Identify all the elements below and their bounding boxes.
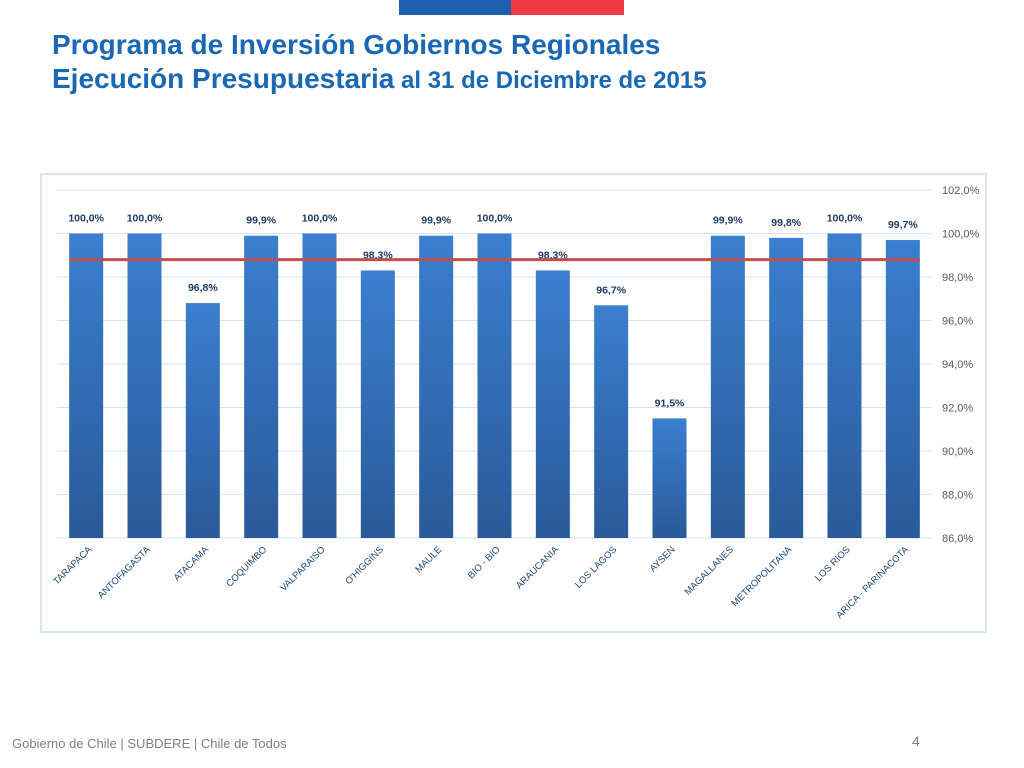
category-label: ANTOFAGASTA [96,544,153,601]
category-label: METROPOLITANA [730,544,795,609]
category-label: VALPARAISO [278,544,327,593]
data-label: 96,7% [596,284,626,296]
chart-frame: 86,0% 88,0% 90,0% 92,0% 94,0% 96,0% 98,0% 100,0… [40,173,987,633]
flag-red-stripe [511,0,624,15]
data-label: 100,0% [302,213,338,225]
bar [885,240,920,538]
category-label: LOS RIOS [813,544,853,584]
bar [419,235,454,539]
bar [185,303,220,538]
y-tick-label: 96,0% [942,316,973,328]
slide-title: Programa de Inversión Gobiernos Regional… [52,28,707,101]
bar [244,235,279,539]
bar [127,233,162,538]
bar-chart: 86,0% 88,0% 90,0% 92,0% 94,0% 96,0% 98,0% 100,0… [51,185,980,621]
y-tick-label: 88,0% [942,490,973,502]
data-label: 99,7% [888,219,918,231]
page-number: 4 [912,733,920,749]
bar [594,305,629,538]
data-label: 100,0% [127,213,163,225]
category-label: O'HIGGINS [343,544,386,587]
data-label: 99,8% [771,217,801,229]
y-tick-label: 100,0% [942,229,980,241]
bar [827,233,862,538]
bar [69,233,104,538]
data-label: 100,0% [477,213,513,225]
data-label: 100,0% [68,213,104,225]
bar [652,418,687,538]
data-label: 99,9% [421,215,451,227]
category-label: COQUIMBO [224,544,269,589]
category-label: MAULE [413,544,444,575]
category-label: ARAUCANIA [514,544,561,591]
y-tick-label: 98,0% [942,272,973,284]
title-line-2-date: al 31 de Diciembre de 2015 [394,67,707,94]
title-line-2: Ejecución Presupuestaria al 31 de Diciem… [52,62,707,101]
data-label: 96,8% [188,282,218,294]
category-label: MAGALLANES [683,544,736,597]
y-tick-label: 86,0% [942,533,973,545]
y-tick-label: 94,0% [942,359,973,371]
bar [302,233,337,538]
data-label: 99,9% [246,215,276,227]
bar [535,270,570,538]
title-line-2-main: Ejecución Presupuestaria [52,63,395,94]
category-label: ATACAMA [172,544,212,584]
title-line-1: Programa de Inversión Gobiernos Regional… [52,29,661,60]
category-label: BIO - BIO [466,544,503,581]
y-tick-label: 102,0% [942,185,980,197]
y-tick-label: 90,0% [942,446,973,458]
footer-text: Gobierno de Chile | SUBDERE | Chile de T… [12,736,287,751]
bar [477,233,512,538]
bar [769,237,804,538]
bar [710,235,745,539]
category-label: TARAPACA [51,544,94,587]
bar [360,270,395,538]
y-tick-label: 92,0% [942,403,973,415]
data-label: 100,0% [827,213,863,225]
data-label: 91,5% [655,397,685,409]
data-label: 99,9% [713,215,743,227]
flag-blue-stripe [399,0,511,15]
category-label: AYSEN [648,544,678,574]
category-label: LOS LAGOS [573,544,619,590]
